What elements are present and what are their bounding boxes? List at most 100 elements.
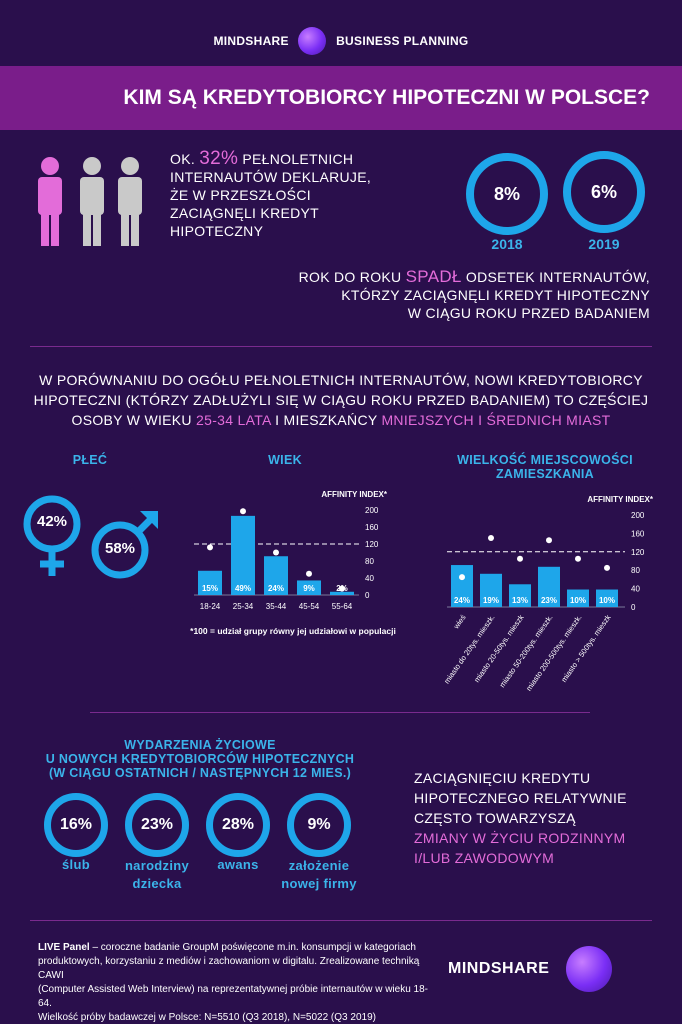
- bar-value-label: 10%: [570, 596, 586, 605]
- event-ring: 9%: [287, 793, 351, 857]
- comparison-age: 25-34 LATA: [196, 412, 271, 428]
- event-label: założenie nowej firmy: [273, 857, 365, 893]
- x-tick-label: miasto 200-500tys. mieszk.: [524, 613, 583, 693]
- event-label-line: założenie: [288, 858, 350, 873]
- intro-line: INTERNAUTÓW DEKLARUJE,: [170, 169, 372, 185]
- events-text-line: HIPOTECZNEGO RELATYWNIE: [414, 790, 627, 806]
- events-heading-line: WYDARZENIA ŻYCIOWE: [124, 738, 276, 752]
- city-heading-line: WIELKOŚĆ MIEJSCOWOŚCI: [457, 453, 633, 467]
- event-label-line: nowej firmy: [281, 876, 357, 891]
- y-tick-label: 160: [365, 523, 379, 532]
- comparison-city: MNIEJSZYCH I ŚREDNICH MIAST: [381, 412, 611, 428]
- footer-line: (Computer Assisted Web Interview) na rep…: [38, 984, 428, 1009]
- event-ring: 28%: [206, 793, 270, 857]
- x-tick-label: 55-64: [332, 602, 353, 611]
- female-percent: 42%: [36, 513, 68, 530]
- x-tick-label: 18-24: [200, 602, 221, 611]
- female-symbol-icon: [23, 495, 81, 576]
- intro-suffix: PEŁNOLETNICH: [242, 151, 354, 167]
- intro-line: HIPOTECZNY: [170, 223, 264, 239]
- affinity-point: [575, 555, 581, 562]
- affinity-note: *100 = udział grupy równy jej udziałowi …: [190, 626, 396, 636]
- comparison-line3-prefix: OSOBY W WIEKU: [71, 412, 192, 428]
- x-tick-label: miasto > 500tys. mieszk: [559, 613, 613, 684]
- events-text-line: ZMIANY W ŻYCIU RODZINNYM: [414, 830, 626, 846]
- bar-value-label: 19%: [483, 596, 499, 605]
- person-pink-icon: [38, 157, 62, 246]
- footer-bold: LIVE Panel: [38, 942, 90, 953]
- person-grey-icon: [118, 157, 142, 246]
- y-tick-label: 0: [631, 603, 636, 612]
- decline-line: KTÓRZY ZACIĄGNĘLI KREDYT HIPOTECZNY: [341, 287, 650, 303]
- event-ring: 23%: [125, 793, 189, 857]
- decline-highlight: SPADŁ: [405, 267, 462, 286]
- event-label: narodziny dziecka: [111, 857, 203, 893]
- ring-2018: 8%: [466, 153, 548, 235]
- affinity-point: [604, 564, 610, 571]
- bar-value-label: 10%: [599, 596, 615, 605]
- event-label-line: awans: [217, 857, 259, 872]
- brand-left: MINDSHARE: [213, 34, 289, 48]
- divider: [30, 920, 652, 921]
- bar: [567, 589, 589, 607]
- affinity-point: [459, 574, 465, 581]
- footer-line: produktowych, korzystaniu z mediów i zac…: [38, 956, 420, 981]
- affinity-axis-label: AFFINITY INDEX*: [321, 490, 388, 499]
- bar: [198, 570, 222, 595]
- bar-value-label: 23%: [541, 596, 557, 605]
- brand-header: MINDSHARE BUSINESS PLANNING: [0, 27, 682, 55]
- y-tick-label: 200: [365, 506, 379, 515]
- affinity-point: [546, 537, 552, 544]
- x-tick-label: 35-44: [266, 602, 287, 611]
- age-chart: AFFINITY INDEX* 0 40 80 120 160 200 15% 18-24 49%…: [194, 490, 388, 611]
- x-tick-label: 25-34: [233, 602, 254, 611]
- x-tick-label: miasto 20-50tys. mieszk: [472, 613, 526, 684]
- intro-text: OK. 32% PEŁNOLETNICH INTERNAUTÓW DEKLARU…: [170, 148, 430, 240]
- bar: [596, 589, 618, 607]
- title-banner: [0, 66, 682, 130]
- mindshare-logo-icon: [566, 946, 612, 992]
- y-tick-label: 160: [631, 529, 645, 538]
- comparison-text: W PORÓWNANIU DO OGÓŁU PEŁNOLETNICH INTER…: [10, 370, 672, 430]
- decline-suffix: ODSETEK INTERNAUTÓW,: [465, 269, 650, 285]
- affinity-point: [273, 549, 279, 556]
- event-label-line: ślub: [62, 857, 90, 872]
- affinity-point: [306, 570, 312, 577]
- affinity-axis-label: AFFINITY INDEX*: [587, 495, 654, 504]
- mindshare-logo-icon: [298, 27, 327, 55]
- page-title: KIM SĄ KREDYTOBIORCY HIPOTECZNI W POLSCE…: [123, 86, 650, 109]
- male-arrow-icon: [140, 511, 158, 529]
- decline-line: W CIĄGU ROKU PRZED BADANIEM: [407, 305, 650, 321]
- header: [0, 0, 682, 66]
- y-tick-label: 0: [365, 591, 370, 600]
- affinity-point: [207, 544, 213, 551]
- city-heading-line: ZAMIESZKANIA: [495, 467, 595, 481]
- bar: [330, 591, 354, 595]
- comparison-line: HIPOTECZNI (KTÓRZY ZADŁUŻYLI SIĘ W CIĄGU…: [33, 392, 649, 408]
- bar-value-label: 24%: [268, 584, 284, 593]
- divider: [30, 346, 652, 347]
- bar: [538, 566, 560, 607]
- event-label-line: dziecka: [132, 876, 182, 891]
- events-text-line: I/LUB ZAWODOWYM: [414, 850, 555, 866]
- event-label-line: narodziny: [124, 858, 190, 873]
- bar-value-label: 13%: [512, 596, 528, 605]
- intro-percent: 32%: [199, 148, 239, 169]
- intro-line: ZACIĄGNĘLI KREDYT: [170, 205, 320, 221]
- x-tick-label: miasto 50-200tys. mieszk.: [498, 613, 555, 689]
- comparison-line3-mid: I MIESZKAŃCY: [275, 412, 378, 428]
- events-text-line: ZACIĄGNIĘCIU KREDYTU: [414, 770, 591, 786]
- footer-text: LIVE Panel – coroczne badanie GroupM poś…: [38, 941, 438, 1024]
- events-text-line: CZĘSTO TOWARZYSZĄ: [414, 810, 576, 826]
- event-label: awans: [192, 857, 284, 872]
- decline-text: ROK DO ROKU SPADŁ ODSETEK INTERNAUTÓW, K…: [280, 268, 650, 322]
- age-heading: WIEK: [268, 453, 302, 467]
- y-tick-label: 40: [365, 574, 374, 583]
- footer-line: Wielkość próby badawczej w Polsce: N=551…: [38, 1012, 376, 1023]
- x-tick-label: wieś: [451, 613, 468, 631]
- footer-line: – coroczne badanie GroupM poświęcone m.i…: [89, 942, 416, 953]
- people-icon-group: [38, 157, 142, 246]
- year-2019: 2019: [588, 236, 620, 252]
- x-tick-label: 45-54: [299, 602, 320, 611]
- events-text: ZACIĄGNIĘCIU KREDYTU HIPOTECZNEGO RELATY…: [414, 768, 664, 868]
